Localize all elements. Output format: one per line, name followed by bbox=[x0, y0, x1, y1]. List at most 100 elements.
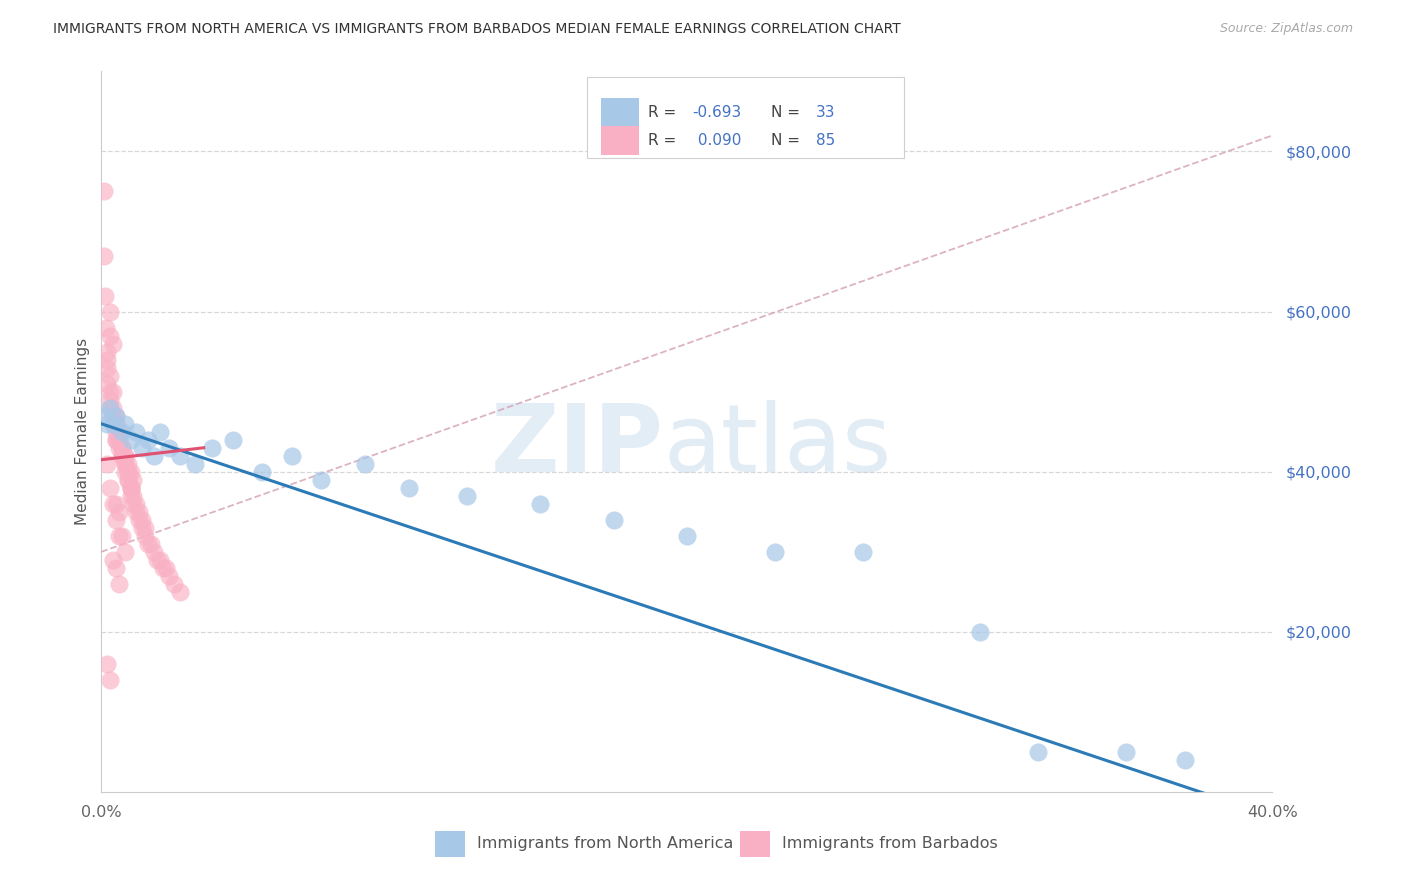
Point bbox=[142, 449, 165, 463]
Point bbox=[98, 401, 121, 415]
Point bbox=[122, 489, 145, 503]
Point bbox=[201, 441, 224, 455]
Point bbox=[94, 320, 117, 334]
Point bbox=[120, 489, 142, 503]
Point bbox=[101, 336, 124, 351]
Point bbox=[163, 577, 186, 591]
Point bbox=[125, 425, 148, 439]
Point bbox=[353, 457, 375, 471]
Point bbox=[104, 561, 127, 575]
Point bbox=[93, 288, 115, 302]
Point bbox=[101, 417, 124, 431]
Point bbox=[120, 433, 142, 447]
Point bbox=[114, 449, 136, 463]
Point bbox=[157, 569, 180, 583]
Point bbox=[111, 449, 134, 463]
Point bbox=[104, 409, 127, 423]
Point bbox=[93, 248, 115, 262]
Point bbox=[114, 417, 136, 431]
Point bbox=[107, 433, 129, 447]
Point bbox=[93, 185, 115, 199]
Point bbox=[969, 624, 991, 639]
Point bbox=[107, 577, 129, 591]
Point bbox=[134, 529, 156, 543]
Point bbox=[98, 392, 121, 407]
Text: 85: 85 bbox=[815, 133, 835, 147]
Text: N =: N = bbox=[770, 105, 806, 120]
Point bbox=[104, 497, 127, 511]
Point bbox=[101, 384, 124, 399]
Point bbox=[98, 673, 121, 687]
Point bbox=[104, 433, 127, 447]
Point bbox=[101, 497, 124, 511]
Point bbox=[104, 417, 127, 431]
Point bbox=[117, 473, 139, 487]
Point bbox=[169, 449, 191, 463]
Text: Immigrants from Barbados: Immigrants from Barbados bbox=[782, 837, 997, 852]
Bar bbox=[740, 831, 770, 857]
Point bbox=[157, 441, 180, 455]
Text: -0.693: -0.693 bbox=[693, 105, 742, 120]
Point bbox=[1115, 745, 1137, 759]
Point bbox=[93, 409, 115, 423]
Point bbox=[101, 409, 124, 423]
Text: Immigrants from North America: Immigrants from North America bbox=[477, 837, 734, 852]
Point bbox=[139, 537, 162, 551]
Point bbox=[98, 368, 121, 383]
Point bbox=[107, 529, 129, 543]
Text: ZIP: ZIP bbox=[491, 401, 664, 492]
Point bbox=[125, 505, 148, 519]
Point bbox=[96, 360, 118, 375]
Point bbox=[107, 425, 129, 439]
Point bbox=[117, 457, 139, 471]
Point bbox=[98, 384, 121, 399]
Point bbox=[456, 489, 478, 503]
Point bbox=[128, 505, 150, 519]
Point bbox=[128, 513, 150, 527]
Point bbox=[104, 417, 127, 431]
Point bbox=[117, 465, 139, 479]
Point bbox=[122, 497, 145, 511]
Point bbox=[155, 561, 177, 575]
Point bbox=[120, 481, 142, 495]
Text: IMMIGRANTS FROM NORTH AMERICA VS IMMIGRANTS FROM BARBADOS MEDIAN FEMALE EARNINGS: IMMIGRANTS FROM NORTH AMERICA VS IMMIGRA… bbox=[53, 22, 901, 37]
Text: 0.090: 0.090 bbox=[693, 133, 741, 147]
Point bbox=[122, 473, 145, 487]
Point bbox=[101, 553, 124, 567]
Point bbox=[96, 376, 118, 391]
Point bbox=[96, 352, 118, 367]
Point bbox=[149, 425, 172, 439]
Bar bbox=[602, 126, 638, 154]
Point bbox=[98, 304, 121, 318]
Point bbox=[114, 449, 136, 463]
Point bbox=[104, 409, 127, 423]
Point bbox=[114, 457, 136, 471]
Point bbox=[98, 401, 121, 415]
Point bbox=[114, 465, 136, 479]
Point bbox=[149, 553, 172, 567]
Point bbox=[252, 465, 274, 479]
Text: N =: N = bbox=[770, 133, 806, 147]
Point bbox=[111, 449, 134, 463]
Point bbox=[851, 545, 873, 559]
Point bbox=[114, 545, 136, 559]
FancyBboxPatch shape bbox=[588, 77, 904, 158]
Point bbox=[152, 561, 174, 575]
Point bbox=[104, 425, 127, 439]
Y-axis label: Median Female Earnings: Median Female Earnings bbox=[75, 338, 90, 525]
Point bbox=[111, 441, 134, 455]
Point bbox=[1026, 745, 1049, 759]
Point bbox=[111, 441, 134, 455]
Text: 33: 33 bbox=[815, 105, 835, 120]
Point bbox=[98, 481, 121, 495]
Point bbox=[107, 505, 129, 519]
Point bbox=[280, 449, 302, 463]
Point bbox=[125, 497, 148, 511]
Bar bbox=[434, 831, 465, 857]
Point bbox=[602, 513, 624, 527]
Point bbox=[101, 417, 124, 431]
Point bbox=[111, 441, 134, 455]
Point bbox=[131, 513, 153, 527]
Point bbox=[96, 657, 118, 671]
Point bbox=[96, 344, 118, 359]
